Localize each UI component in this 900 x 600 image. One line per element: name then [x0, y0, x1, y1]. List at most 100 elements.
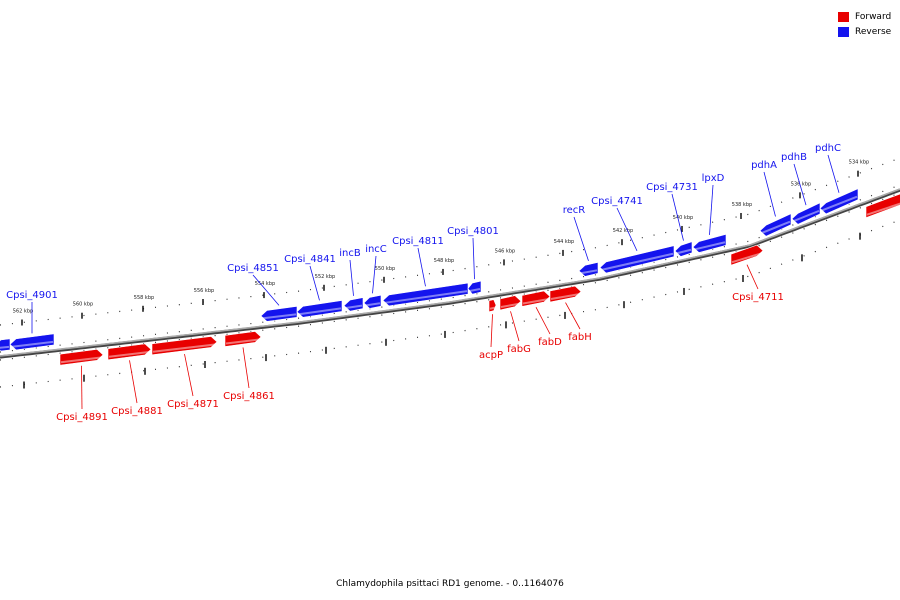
- gene-cpsi-4891[interactable]: Cpsi_4891: [56, 349, 108, 423]
- gene-pdha[interactable]: pdhA: [751, 160, 792, 237]
- gene-incb[interactable]: incB: [339, 248, 364, 312]
- gene-cpsi-4811[interactable]: Cpsi_4811: [382, 236, 469, 307]
- gene-label: Cpsi_4711: [732, 292, 784, 303]
- gene-arrow-highlight: [866, 202, 900, 216]
- ruler-tick-label: 540 kbp: [673, 215, 693, 221]
- gene-label: Cpsi_4741: [591, 196, 643, 207]
- gene-leader-line: [573, 216, 589, 261]
- gene-cpsi-4871[interactable]: Cpsi_4871: [151, 336, 219, 410]
- gene-arrow[interactable]: [382, 282, 469, 307]
- gene-arrow-highlight: [500, 302, 521, 308]
- gene-arrow[interactable]: [578, 261, 599, 277]
- gene-arrow-highlight: [600, 252, 674, 271]
- gene-cpsi-4841[interactable]: Cpsi_4841: [284, 254, 343, 318]
- gene-arrow-highlight: [297, 307, 342, 316]
- gene-arrow[interactable]: [488, 299, 497, 313]
- gene-cpsi-4711[interactable]: Cpsi_4711: [730, 244, 784, 303]
- gene-arrow[interactable]: [599, 245, 675, 274]
- gene-arrow[interactable]: [9, 333, 55, 351]
- gene-cpsi-4731[interactable]: Cpsi_4731: [646, 182, 698, 257]
- gene-pdhc[interactable]: pdhC: [815, 143, 859, 215]
- gene-leader-line: [242, 347, 250, 389]
- ruler-tick-label: 554 kbp: [255, 281, 275, 287]
- gene-leader-line: [616, 207, 638, 252]
- gene-label: Cpsi_4901: [6, 290, 58, 301]
- gene-cpsi-4741[interactable]: Cpsi_4741: [591, 196, 675, 274]
- genome-backbone: [0, 188, 900, 357]
- gene-arrow-highlight: [550, 293, 581, 300]
- gene-arrow-highlight: [468, 288, 481, 293]
- gene-arrow-highlight: [152, 343, 217, 353]
- legend-forward-label: Forward: [855, 11, 892, 22]
- gene-recr[interactable]: recR: [563, 205, 599, 277]
- gene-arrow[interactable]: [363, 294, 382, 309]
- gene-leader-line: [671, 193, 684, 241]
- gene-label: incB: [339, 248, 361, 259]
- gene-arrow[interactable]: [759, 213, 792, 237]
- gene-leader-line: [763, 171, 776, 217]
- gene-cpsi-4851[interactable]: Cpsi_4851: [227, 263, 298, 322]
- gene-arrow-highlight: [0, 345, 10, 349]
- gene-leader-line: [490, 314, 493, 348]
- gene-incc[interactable]: incC: [363, 244, 387, 309]
- gene-arrow-highlight: [383, 290, 468, 304]
- gene-cpsi-4801[interactable]: Cpsi_4801: [447, 226, 499, 295]
- gene-arrow-highlight: [108, 350, 151, 358]
- gene-fabd[interactable]: fabD: [521, 290, 562, 348]
- gene-acpp[interactable]: acpP: [479, 299, 503, 361]
- gene-offscreen-forward[interactable]: [865, 193, 900, 219]
- gene-arrow-highlight: [489, 306, 496, 310]
- gene-arrow[interactable]: [674, 241, 693, 257]
- gene-label: fabH: [568, 332, 592, 343]
- gene-cpsi-4881[interactable]: Cpsi_4881: [107, 343, 163, 417]
- gene-arrow-highlight: [364, 302, 381, 307]
- ruler-tick-label: 552 kbp: [315, 274, 335, 280]
- ruler-tick-label: 542 kbp: [613, 228, 633, 234]
- gene-arrow[interactable]: [343, 297, 364, 312]
- gene-leader-line: [129, 360, 138, 404]
- forward-swatch: [838, 11, 849, 22]
- gene-arrow[interactable]: [260, 305, 298, 322]
- gene-cpsi-4901[interactable]: Cpsi_4901: [6, 290, 58, 351]
- gene-arrow[interactable]: [819, 188, 859, 215]
- gene-label: Cpsi_4811: [392, 236, 444, 247]
- gene-leader-line: [349, 259, 354, 296]
- gene-arrow[interactable]: [549, 285, 582, 303]
- gene-offscreen-reverse[interactable]: [0, 338, 11, 352]
- gene-label: pdhA: [751, 160, 777, 171]
- gene-lpxd[interactable]: lpxD: [692, 173, 727, 253]
- gene-leader-line: [252, 274, 280, 306]
- gene-arrow[interactable]: [865, 193, 900, 219]
- gene-label: fabG: [507, 344, 531, 355]
- gene-arrow[interactable]: [296, 300, 343, 318]
- gene-label: Cpsi_4891: [56, 412, 108, 423]
- genome-caption: Chlamydophila psittaci RD1 genome. - 0..…: [336, 579, 564, 589]
- gene-label: Cpsi_4871: [167, 399, 219, 410]
- gene-leader-line: [793, 163, 807, 206]
- gene-arrow[interactable]: [467, 280, 482, 295]
- gene-label: lpxD: [702, 173, 725, 184]
- legend-reverse-label: Reverse: [855, 26, 892, 37]
- gene-leader-line: [184, 354, 194, 397]
- gene-label: Cpsi_4841: [284, 254, 336, 265]
- gene-fabg[interactable]: fabG: [499, 295, 531, 355]
- ruler-tick-label: 534 kbp: [849, 160, 869, 166]
- gene-leader-line: [709, 184, 714, 235]
- gene-arrow[interactable]: [791, 202, 821, 225]
- gene-arrow[interactable]: [692, 233, 727, 253]
- gene-arrow[interactable]: [107, 343, 152, 361]
- gene-arrow[interactable]: [0, 338, 11, 352]
- gene-arrow[interactable]: [730, 244, 764, 266]
- ruler-tick-label: 544 kbp: [554, 239, 574, 245]
- gene-pdhb[interactable]: pdhB: [781, 152, 821, 225]
- gene-arrow[interactable]: [59, 349, 104, 366]
- gene-fabh[interactable]: fabH: [549, 285, 592, 343]
- gene-arrow-highlight: [261, 313, 297, 320]
- gene-arrow[interactable]: [499, 295, 522, 311]
- ruler-tick-label: 546 kbp: [495, 248, 515, 254]
- gene-arrow-highlight: [10, 340, 54, 348]
- gene-arrow[interactable]: [151, 336, 218, 356]
- gene-arrow[interactable]: [224, 331, 262, 347]
- gene-cpsi-4861[interactable]: Cpsi_4861: [223, 331, 275, 402]
- gene-arrow[interactable]: [521, 290, 551, 307]
